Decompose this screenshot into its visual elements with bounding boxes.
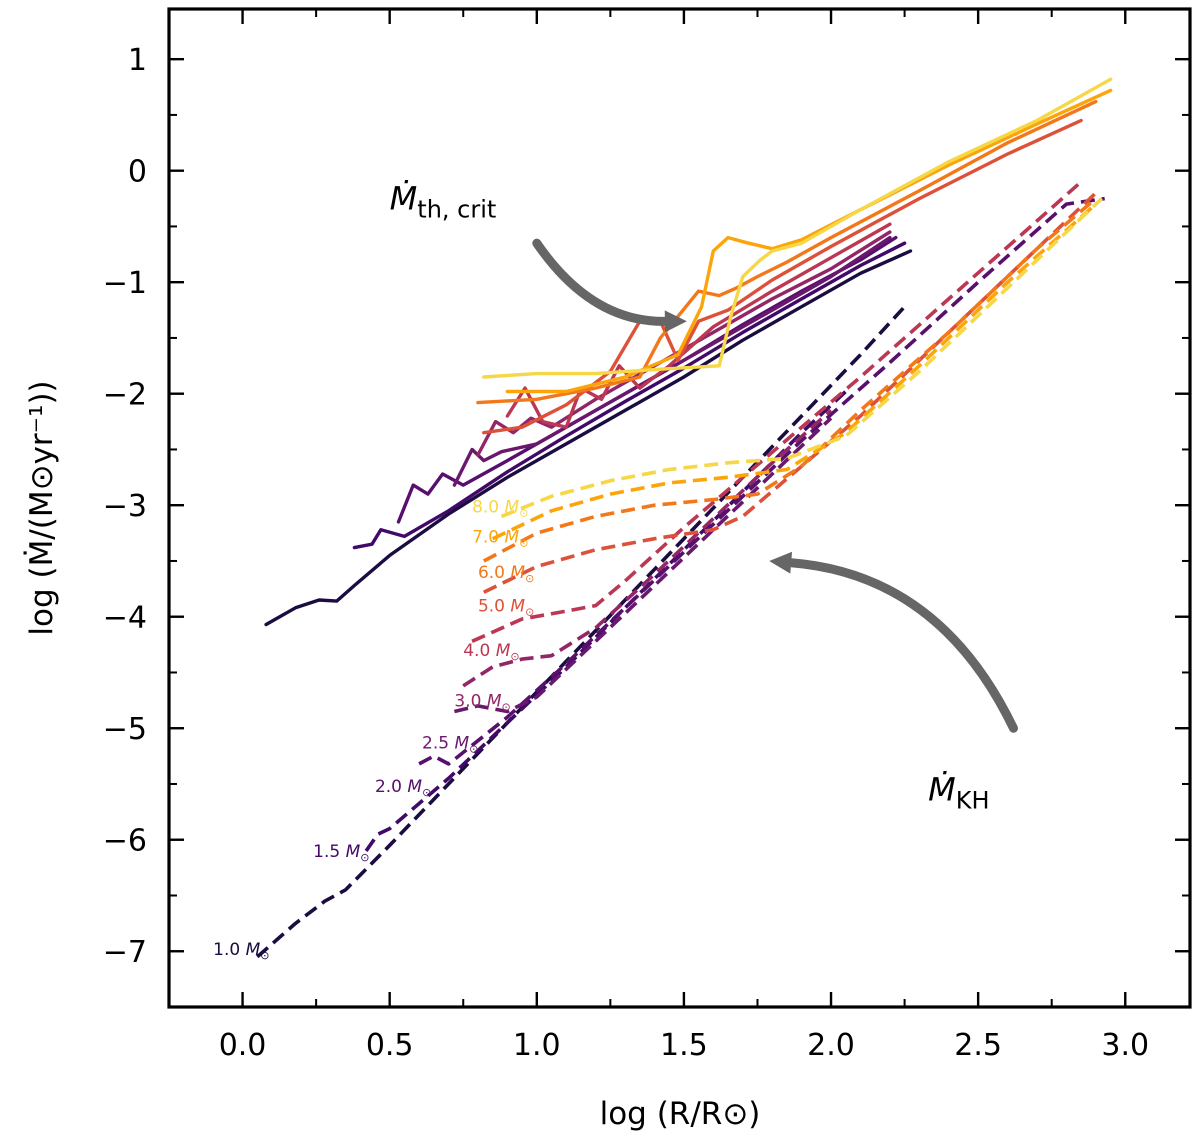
- series-mass-label: 2.0 M⊙: [375, 777, 431, 799]
- y-axis-label: log (Ṁ/(M⊙yr⁻¹)): [24, 380, 60, 635]
- x-tick-label: 2.5: [954, 1028, 1002, 1063]
- x-tick-label: 1.5: [660, 1028, 708, 1063]
- y-tick-label: −2: [103, 378, 147, 413]
- series-mth-crit-line: [452, 235, 892, 487]
- y-tick-label: −6: [103, 824, 147, 859]
- mkh-annotation: ṀKH: [928, 771, 989, 815]
- series-mass-label: 7.0 M⊙: [472, 527, 528, 549]
- series-mth-crit-line: [352, 241, 907, 550]
- y-tick-label: −1: [103, 266, 147, 301]
- series-mkh-line: [471, 180, 1083, 643]
- tick-layer: 0.0 0.5 1.0 1.5 2.0 2.5 3.0 −7 −6 −5 −4 −3 −2 −1 0 1: [103, 9, 1190, 1063]
- series-layer: [256, 77, 1113, 959]
- series-mass-label: 5.0 M⊙: [478, 597, 534, 619]
- x-tick-label: 1.0: [513, 1028, 561, 1063]
- y-tick-label: −7: [103, 935, 147, 970]
- series-mkh-line: [418, 196, 1105, 766]
- mth-crit-annotation: Ṁth, crit: [390, 180, 497, 224]
- series-mth-crit-line: [476, 99, 1098, 405]
- y-tick-label: −5: [103, 712, 147, 747]
- y-tick-label: 0: [128, 155, 147, 190]
- x-axis-label: log (R/R⊙): [600, 1096, 761, 1132]
- series-mth-crit-line: [482, 118, 1083, 435]
- y-tick-label: 1: [128, 43, 147, 78]
- series-mth-crit-line: [505, 88, 1113, 394]
- arrow-mth-shaft: [532, 238, 670, 326]
- x-tick-label: 2.0: [807, 1028, 855, 1063]
- series-mkh-line: [453, 416, 833, 714]
- series-mkh-line: [500, 197, 1103, 519]
- x-tick-label: 3.0: [1101, 1028, 1149, 1063]
- series-mass-label: 2.5 M⊙: [422, 734, 478, 756]
- plot-frame: [167, 7, 1192, 1009]
- series-mass-label: 1.5 M⊙: [313, 842, 369, 864]
- arrow-mkh-shaft: [786, 558, 1018, 733]
- arrow-mth-head: [664, 310, 687, 333]
- y-tick-label: −3: [103, 489, 147, 524]
- y-tick-label: −4: [103, 601, 147, 636]
- mass-label-layer: 1.0 M⊙ 1.5 M⊙ 2.0 M⊙ 2.5 M⊙ 3.0 M⊙ 4.0 M⊙ 5.0 …: [213, 497, 534, 962]
- series-mkh-line: [462, 409, 833, 688]
- series-mass-label: 1.0 M⊙: [213, 940, 269, 962]
- series-mass-label: 8.0 M⊙: [472, 497, 528, 519]
- series-mth-crit-line: [264, 249, 913, 627]
- series-mass-label: 6.0 M⊙: [478, 563, 534, 585]
- x-tick-label: 0.0: [219, 1028, 267, 1063]
- series-mth-crit-line: [482, 77, 1113, 379]
- series-mass-label: 4.0 M⊙: [463, 641, 519, 663]
- x-tick-label: 0.5: [366, 1028, 414, 1063]
- series-mth-crit-line: [505, 222, 892, 429]
- annotation-layer: Ṁth, crit ṀKH: [390, 180, 1018, 815]
- series-mkh-line: [491, 202, 1097, 541]
- arrow-mkh-head: [769, 551, 793, 574]
- series-mkh-line: [482, 197, 1097, 563]
- series-mass-label: 3.0 M⊙: [454, 691, 510, 713]
